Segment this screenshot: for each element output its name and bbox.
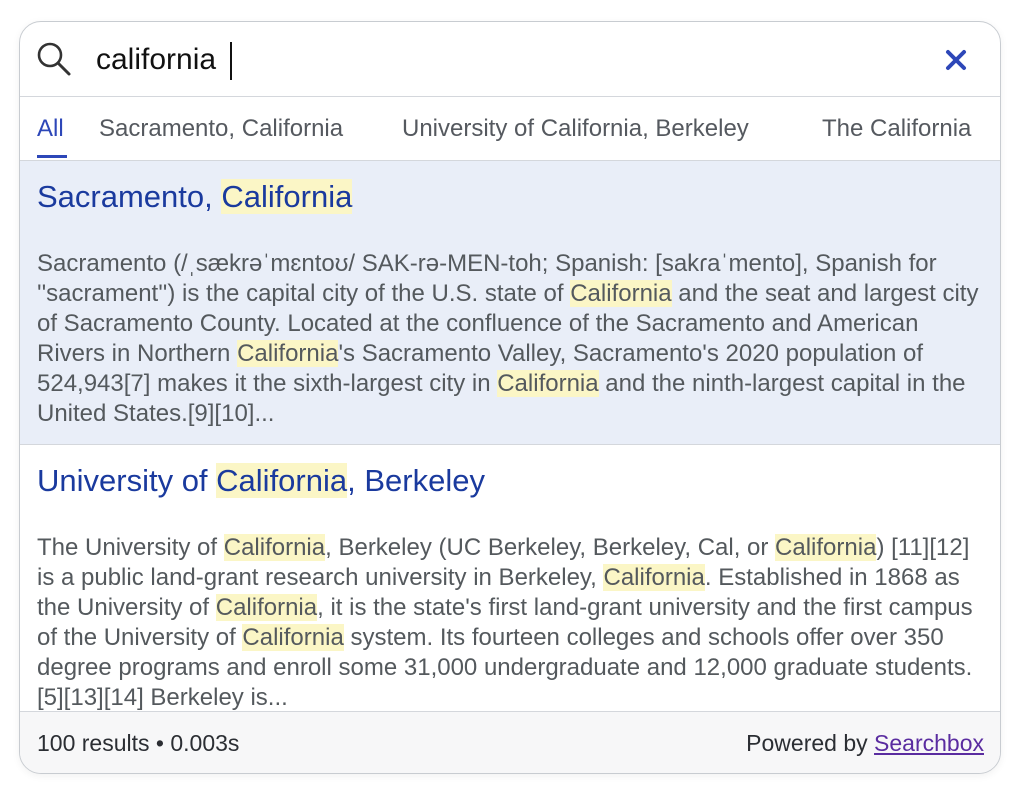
text-segment: Sacramento (/ˌsækrəˈmɛntoʊ/ SAK-rə-MEN-t… [37,250,937,307]
highlighted-term: California [221,179,353,214]
result-title[interactable]: Sacramento, California [37,179,353,215]
search-icon [36,41,72,77]
results-stats: 100 results • 0.003s [37,730,240,756]
tab-the-california[interactable]: The California [822,115,972,142]
highlighted-term: California [237,340,339,367]
highlighted-term: California [216,463,348,498]
result-tabs: All Sacramento, California University of… [20,97,1000,161]
text-segment: . Established in 1868 as the University … [37,564,960,621]
result-snippet: Sacramento (/ˌsækrəˈmɛntoʊ/ SAK-rə-MEN-t… [37,249,992,429]
result-item[interactable]: University of California, Berkeley The U… [20,445,1000,711]
searchbox-link[interactable]: Searchbox [874,730,984,756]
text-segment: and the ninth-largest capital in the Uni… [37,370,966,427]
search-input[interactable] [96,38,896,82]
text-segment: ) [11][12] is a public land-grant resear… [37,534,970,591]
tab-all[interactable]: All [37,115,64,142]
text-segment: The University of [37,534,224,561]
highlighted-term: California [215,594,318,621]
highlighted-term: California [775,534,877,561]
tab-sacramento-california[interactable]: Sacramento, California [99,115,344,142]
result-item[interactable]: Sacramento, California Sacramento (/ˌsæk… [20,161,1000,445]
tabs-overflow-fade [976,97,1000,160]
highlighted-term: California [603,564,705,591]
results-list: Sacramento, California Sacramento (/ˌsæk… [20,161,1000,711]
text-segment: 's Sacramento Valley, Sacramento's 2020 … [37,340,924,397]
text-segment: Sacramento, [37,179,222,214]
search-bar [20,22,1000,97]
text-segment: system. Its fourteen colleges and school… [37,624,973,711]
search-widget: All Sacramento, California University of… [19,21,1001,774]
tab-university-of-california-berkeley[interactable]: University of California, Berkeley [402,115,749,142]
text-segment: , it is the state's first land-grant uni… [37,594,973,651]
close-icon [946,50,966,70]
result-title[interactable]: University of California, Berkeley [37,463,485,499]
text-segment: and the seat and largest city of Sacrame… [37,280,979,367]
text-caret [230,42,232,80]
highlighted-term: California [223,534,326,561]
clear-search-button[interactable] [938,42,974,78]
highlighted-term: California [570,280,672,307]
highlighted-term: California [497,370,599,397]
result-snippet: The University of California, Berkeley (… [37,533,992,711]
text-segment: , Berkeley (UC Berkeley, Berkeley, Cal, … [325,534,776,561]
powered-by-label: Powered by [746,730,875,756]
text-segment: University of [37,463,217,498]
highlighted-term: California [242,624,344,651]
active-tab-indicator [37,155,67,158]
powered-by: Powered by Searchbox [746,730,984,757]
text-segment: , Berkeley [347,463,485,498]
results-footer: 100 results • 0.003s Powered by Searchbo… [20,711,1000,773]
